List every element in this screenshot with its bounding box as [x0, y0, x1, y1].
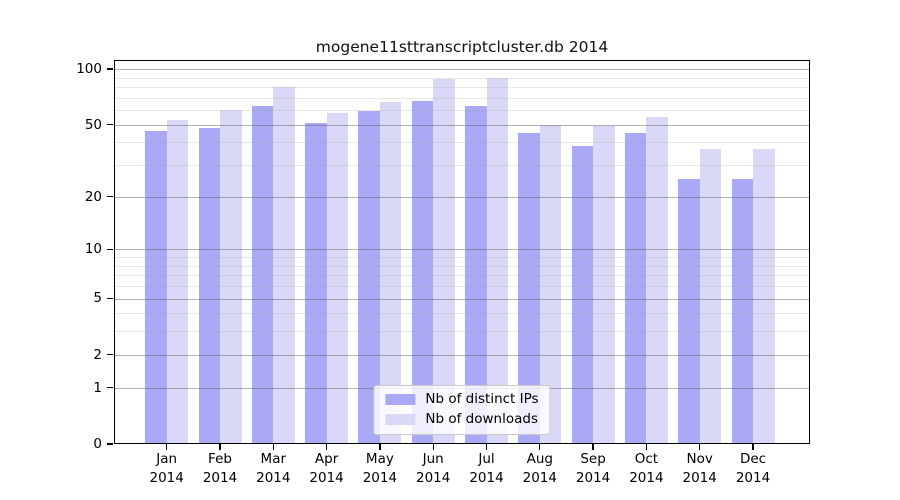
x-tick-label-may: May 2014	[362, 451, 398, 486]
minor-gridline-90	[114, 77, 810, 79]
x-tick-apr	[325, 444, 328, 450]
bar-downloads-may	[379, 102, 402, 444]
legend-swatch-downloads-icon	[385, 414, 416, 425]
bar-downloads-oct	[646, 117, 668, 444]
legend: Nb of distinct IPs Nb of downloads	[373, 385, 551, 435]
chart-title: mogene11sttranscriptcluster.db 2014	[315, 38, 609, 56]
minor-gridline-6	[114, 285, 810, 287]
legend-entry-distinct-ips: Nb of distinct IPs	[385, 391, 539, 407]
y-tick-label-2: 2	[93, 346, 102, 363]
x-tick-feb	[219, 444, 221, 450]
minor-gridline-70	[114, 97, 810, 99]
minor-gridline-80	[114, 87, 810, 88]
x-tick-label-jun: Jun 2014	[416, 451, 451, 486]
bar-distinct-ips-jan	[145, 131, 167, 444]
y-tick-10	[107, 248, 113, 250]
y-tick-label-1: 1	[93, 379, 102, 396]
x-tick-dec	[752, 444, 754, 450]
bar-downloads-feb	[220, 110, 242, 444]
bar-distinct-ips-nov	[678, 179, 700, 444]
x-tick-mar	[272, 444, 274, 450]
x-tick-label-nov: Nov 2014	[682, 451, 717, 486]
y-tick-label-20: 20	[84, 188, 102, 205]
x-tick-aug	[539, 444, 541, 450]
y-tick-5	[107, 297, 113, 300]
minor-gridline-3	[114, 331, 810, 333]
minor-gridline-60	[114, 110, 810, 112]
minor-gridline-4	[114, 313, 810, 315]
bar-distinct-ips-apr	[305, 123, 327, 444]
minor-gridline-9	[114, 257, 810, 258]
x-tick-label-sep: Sep 2014	[575, 451, 611, 486]
minor-gridline-40	[114, 142, 810, 144]
minor-gridline-8	[114, 265, 810, 267]
y-tick-label-10: 10	[84, 241, 102, 258]
minor-gridline-7	[114, 275, 810, 277]
y-tick-2	[107, 354, 113, 356]
x-tick-may	[379, 444, 381, 450]
bar-downloads-nov	[699, 148, 722, 444]
bar-distinct-ips-jul	[465, 106, 487, 444]
bar-downloads-sep	[593, 126, 615, 444]
bar-distinct-ips-aug	[518, 133, 540, 444]
y-tick-1	[107, 386, 113, 389]
x-tick-label-jul: Jul 2014	[469, 451, 504, 486]
legend-swatch-distinct-ips-icon	[385, 394, 416, 405]
y-tick-label-50: 50	[84, 116, 102, 133]
major-gridline-5	[114, 298, 810, 300]
x-tick-label-mar: Mar 2014	[256, 451, 291, 486]
bar-distinct-ips-may	[358, 111, 380, 444]
legend-entry-downloads: Nb of downloads	[385, 412, 538, 427]
y-tick-50	[107, 123, 113, 126]
x-tick-label-feb: Feb 2014	[202, 451, 238, 486]
x-tick-label-aug: Aug 2014	[522, 451, 557, 486]
y-tick-label-0: 0	[93, 436, 102, 452]
bar-distinct-ips-mar	[251, 106, 274, 444]
x-tick-label-oct: Oct 2014	[629, 451, 664, 486]
bar-downloads-dec	[753, 148, 775, 444]
y-tick-label-100: 100	[76, 61, 102, 78]
bar-distinct-ips-oct	[624, 133, 647, 444]
x-tick-jul	[485, 444, 488, 450]
x-tick-label-jan: Jan 2014	[149, 451, 184, 486]
major-gridline-50	[114, 124, 810, 126]
bar-distinct-ips-dec	[731, 179, 753, 444]
x-tick-oct	[645, 444, 648, 450]
y-tick-label-5: 5	[93, 290, 102, 307]
x-tick-label-apr: Apr 2014	[309, 451, 344, 486]
bar-distinct-ips-feb	[198, 127, 220, 444]
x-tick-jun	[432, 444, 434, 450]
legend-label-downloads: Nb of downloads	[425, 411, 538, 427]
bar-distinct-ips-jun	[411, 101, 434, 444]
major-gridline-20	[114, 196, 810, 198]
bar-distinct-ips-sep	[571, 146, 594, 444]
bar-downloads-apr	[326, 112, 349, 444]
legend-label-distinct-ips: Nb of distinct IPs	[425, 391, 539, 407]
y-tick-0	[107, 443, 113, 445]
y-tick-100	[107, 68, 113, 70]
bar-downloads-mar	[273, 87, 295, 444]
minor-gridline-30	[114, 165, 810, 167]
major-gridline-100	[114, 69, 810, 71]
x-tick-nov	[699, 444, 701, 450]
plot-area: Nb of distinct IPs Nb of downloads	[114, 60, 810, 444]
bar-downloads-jun	[433, 79, 455, 444]
bar-downloads-jan	[166, 119, 189, 444]
bar-downloads-jul	[486, 77, 508, 444]
y-tick-20	[107, 195, 113, 198]
major-gridline-2	[114, 354, 810, 356]
x-tick-label-dec: Dec 2014	[735, 451, 771, 486]
x-tick-sep	[592, 444, 594, 450]
major-gridline-10	[114, 249, 810, 251]
bar-downloads-aug	[539, 124, 562, 444]
x-tick-jan	[166, 444, 168, 450]
